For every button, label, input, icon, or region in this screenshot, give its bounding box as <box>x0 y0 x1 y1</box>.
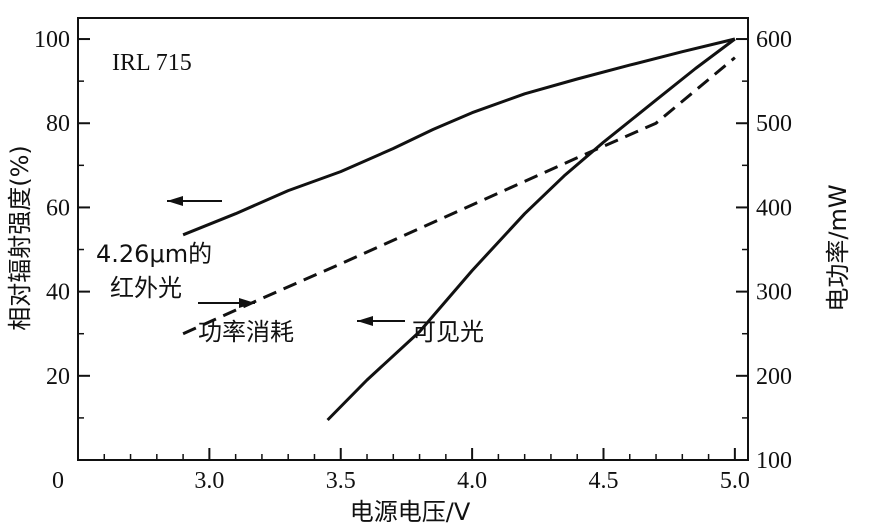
y-left-tick-label: 20 <box>46 364 70 390</box>
annotation-arrows <box>167 196 405 326</box>
power-consumption-line <box>182 56 736 336</box>
ir-arrow <box>167 196 222 206</box>
ir-arrow-head <box>167 196 183 206</box>
x-tick-label: 4.0 <box>457 468 487 494</box>
plot-border <box>77 17 749 461</box>
x-origin-label: 0 <box>52 468 64 494</box>
x-tick-label: 5.0 <box>720 468 750 494</box>
ir-label-line2: 红外光 <box>110 274 182 302</box>
x-tick-label: 4.5 <box>588 468 618 494</box>
visible-light-line <box>326 37 736 422</box>
model-label: IRL 715 <box>112 50 192 76</box>
visible-arrow-head <box>357 316 373 326</box>
ir-radiation-line <box>182 37 736 237</box>
ir-label-line1: 4.26μm的 <box>96 240 212 268</box>
y-left-tick-label: 100 <box>34 27 70 53</box>
plot-frame <box>77 17 749 461</box>
power-label: 功率消耗 <box>198 318 294 346</box>
x-tick-label: 3.5 <box>326 468 356 494</box>
y-right-tick-label: 500 <box>756 111 792 137</box>
y-right-ticks: 100 200 300 400 500 600 <box>736 27 792 474</box>
power-arrow-head <box>239 298 255 308</box>
power-arrow <box>198 298 255 308</box>
y-left-tick-label: 60 <box>46 195 70 221</box>
x-ticks: 3.0 3.5 4.0 4.5 5.0 <box>103 448 750 494</box>
y-right-tick-label: 600 <box>756 27 792 53</box>
y-left-tick-label: 40 <box>46 280 70 306</box>
y-right-tick-label: 300 <box>756 280 792 306</box>
y-right-tick-label: 400 <box>756 195 792 221</box>
x-tick-label: 3.0 <box>194 468 224 494</box>
y-left-axis-title: 相对辐射强度(%) <box>6 145 34 331</box>
x-axis-title: 电源电压/V <box>350 498 471 526</box>
visible-arrow <box>357 316 405 326</box>
y-right-tick-label: 200 <box>756 364 792 390</box>
y-left-ticks: 20 40 60 80 100 <box>34 27 90 419</box>
series-lines <box>182 37 736 422</box>
visible-label: 可见光 <box>412 318 484 346</box>
y-right-axis-title: 电功率/mW <box>824 184 852 311</box>
y-left-tick-label: 80 <box>46 111 70 137</box>
y-right-tick-label: 100 <box>756 448 792 474</box>
